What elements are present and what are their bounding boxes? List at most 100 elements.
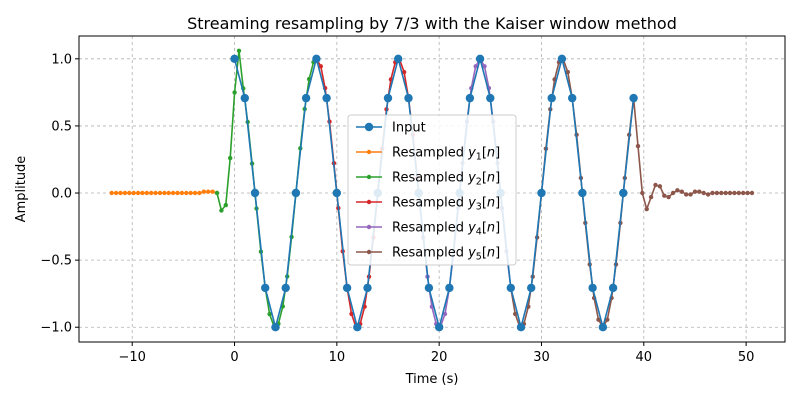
input-point bbox=[312, 54, 321, 63]
data-point-y5 bbox=[741, 190, 746, 196]
data-point-y5 bbox=[732, 190, 737, 196]
legend-swatch-marker bbox=[364, 122, 374, 132]
legend: Input Resampled y1[n] Resampled y2[n] Resam… bbox=[347, 114, 517, 266]
input-point bbox=[342, 283, 352, 293]
data-point-y5 bbox=[565, 69, 570, 75]
input-point bbox=[475, 54, 485, 63]
input-point bbox=[394, 54, 403, 63]
data-point-y5 bbox=[727, 190, 733, 196]
x-tick-label: 10 bbox=[329, 350, 346, 365]
input-point bbox=[291, 188, 301, 198]
data-point-y5 bbox=[697, 189, 702, 194]
data-point-y5 bbox=[653, 182, 658, 188]
legend-swatch-marker bbox=[366, 224, 372, 230]
input-point bbox=[332, 188, 341, 198]
input-point bbox=[629, 93, 638, 103]
data-point-y5 bbox=[723, 190, 728, 196]
data-point-y5 bbox=[605, 317, 610, 322]
input-point bbox=[557, 54, 567, 63]
legend-label: Resampled y2[n] bbox=[392, 171, 500, 188]
data-point-y1 bbox=[131, 190, 136, 196]
input-point bbox=[445, 283, 454, 293]
data-point-y5 bbox=[596, 317, 601, 322]
axes-frame bbox=[78, 35, 786, 343]
data-point-y5 bbox=[662, 193, 667, 198]
data-point-y2 bbox=[219, 208, 224, 213]
data-point-y5 bbox=[679, 189, 684, 194]
data-point-y2 bbox=[267, 311, 272, 317]
x-tick-label: 20 bbox=[431, 350, 448, 365]
legend-label: Resampled y5[n] bbox=[392, 246, 500, 263]
input-point bbox=[271, 323, 280, 332]
x-tick-label: 0 bbox=[230, 350, 238, 365]
data-point-y1 bbox=[122, 190, 128, 196]
legend-swatch-marker bbox=[366, 149, 372, 155]
data-point-y1 bbox=[135, 190, 141, 196]
data-point-y1 bbox=[179, 190, 185, 196]
legend-entry: Resampled y1[n] bbox=[356, 146, 500, 163]
input-point bbox=[281, 283, 290, 293]
input-point bbox=[588, 283, 597, 293]
input-point bbox=[547, 93, 556, 103]
legend-entry: Resampled y5[n] bbox=[356, 246, 500, 263]
data-point-y4 bbox=[482, 64, 487, 69]
series-resampled-y1 bbox=[109, 189, 220, 196]
input-point bbox=[261, 283, 270, 293]
input-point bbox=[568, 93, 577, 103]
input-point bbox=[516, 323, 526, 332]
ticks: −10 0 10 20 30 40 50 −1.0 −0.5 0.0 0.5 1.0 bbox=[40, 52, 754, 365]
data-point-y5 bbox=[670, 190, 676, 196]
data-point-y1 bbox=[170, 190, 176, 196]
data-point-y1 bbox=[192, 190, 198, 196]
legend-label: Resampled y1[n] bbox=[392, 146, 500, 163]
data-point-y1 bbox=[118, 190, 123, 196]
data-point-y3 bbox=[401, 69, 407, 75]
data-point-y5 bbox=[749, 190, 755, 196]
input-point bbox=[240, 93, 249, 103]
data-point-y5 bbox=[705, 192, 711, 197]
input-point bbox=[619, 188, 628, 198]
legend-entry: Resampled y2[n] bbox=[356, 171, 500, 188]
input-point bbox=[250, 188, 260, 198]
legend-swatch-marker bbox=[366, 174, 372, 180]
data-point-y4 bbox=[473, 64, 478, 69]
input-point bbox=[301, 93, 311, 103]
data-point-y2 bbox=[214, 190, 220, 196]
data-point-y2 bbox=[236, 48, 242, 53]
legend-entry: Resampled y4[n] bbox=[356, 221, 500, 238]
data-point-y5 bbox=[635, 143, 641, 149]
data-point-y2 bbox=[223, 202, 228, 208]
input-point bbox=[404, 93, 413, 103]
chart-title: Streaming resampling by 7/3 with the Kai… bbox=[187, 14, 677, 33]
data-point-y1 bbox=[153, 190, 158, 196]
data-point-y1 bbox=[149, 190, 154, 196]
input-point bbox=[383, 93, 393, 103]
data-point-y1 bbox=[175, 190, 180, 196]
x-tick-label: 30 bbox=[533, 350, 550, 365]
legend-label: Resampled y3[n] bbox=[392, 196, 500, 213]
legend-swatch-marker bbox=[366, 249, 372, 255]
data-point-y5 bbox=[640, 190, 645, 196]
data-point-y5 bbox=[648, 194, 654, 200]
data-point-y5 bbox=[657, 184, 663, 189]
data-point-y2 bbox=[232, 90, 237, 95]
input-point bbox=[322, 93, 331, 103]
data-point-y5 bbox=[644, 206, 649, 212]
data-point-y5 bbox=[736, 190, 741, 196]
input-point bbox=[435, 323, 444, 332]
data-point-y5 bbox=[719, 190, 724, 196]
input-point bbox=[578, 188, 587, 198]
input-point bbox=[465, 93, 475, 103]
data-point-y4 bbox=[442, 311, 448, 317]
data-point-y5 bbox=[692, 189, 698, 194]
data-point-y5 bbox=[701, 190, 706, 196]
data-point-y5 bbox=[714, 190, 720, 196]
data-point-y1 bbox=[201, 189, 206, 194]
legend-box bbox=[347, 114, 517, 266]
data-point-y1 bbox=[113, 190, 119, 196]
y-axis-label: Amplitude bbox=[14, 156, 29, 223]
data-point-y5 bbox=[666, 194, 671, 200]
data-point-y1 bbox=[127, 190, 132, 196]
data-point-y1 bbox=[140, 190, 145, 196]
data-point-y1 bbox=[166, 190, 171, 196]
